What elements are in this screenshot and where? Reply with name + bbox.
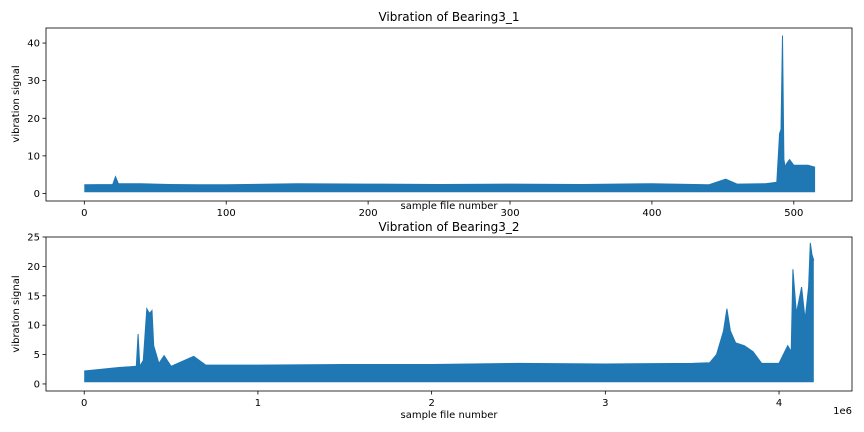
y-tick-label: 10: [27, 321, 40, 332]
x-tick-label: 2: [428, 398, 434, 409]
x-tick-label: 0: [81, 398, 87, 409]
x-axis-label: sample file number: [401, 201, 499, 212]
y-axis: 0 10 20 30 40: [27, 39, 46, 200]
plot-area: [84, 35, 816, 193]
y-tick-label: 25: [27, 233, 40, 244]
subplot-bearing3-2: Vibration of Bearing3_2 0 1 2 3 4 0 5 10 15 20 25…: [11, 220, 853, 421]
y-tick-label: 30: [27, 76, 40, 87]
x-tick-label: 500: [784, 208, 803, 219]
subplot-bearing3-1: Vibration of Bearing3_1 0 100 200 300 400 500…: [11, 10, 853, 219]
y-tick-label: 0: [34, 189, 40, 200]
x-tick-label: 3: [602, 398, 608, 409]
x-axis-label: sample file number: [401, 410, 499, 421]
y-tick-label: 0: [34, 379, 40, 390]
series-0-line: [84, 35, 816, 186]
series-0-envelope: [84, 242, 814, 383]
y-tick-label: 40: [27, 39, 40, 50]
x-axis: 0 100 200 300 400 500: [81, 201, 803, 219]
y-axis-label: vibration signal: [11, 65, 22, 142]
series-0-line: [84, 242, 815, 372]
y-tick-label: 10: [27, 151, 40, 162]
plot-area: [84, 242, 815, 383]
series-0-envelope: [84, 35, 816, 193]
y-axis-label: vibration signal: [11, 275, 22, 352]
y-tick-label: 20: [27, 262, 40, 273]
x-tick-label: 300: [500, 208, 519, 219]
x-tick-label: 0: [81, 208, 87, 219]
axes-frame: [45, 236, 853, 392]
x-axis: 0 1 2 3 4: [81, 391, 782, 409]
x-tick-label: 100: [217, 208, 236, 219]
chart-title: Vibration of Bearing3_2: [378, 220, 519, 234]
x-tick-label: 400: [642, 208, 661, 219]
y-tick-label: 5: [34, 350, 40, 361]
x-tick-label: 4: [776, 398, 782, 409]
y-axis: 0 5 10 15 20 25: [27, 233, 46, 390]
axes-frame: [45, 27, 853, 202]
chart-title: Vibration of Bearing3_1: [378, 10, 519, 24]
x-tick-label: 200: [359, 208, 378, 219]
y-tick-label: 20: [27, 114, 40, 125]
y-tick-label: 15: [27, 291, 40, 302]
x-tick-label: 1: [255, 398, 261, 409]
x-axis-offset-text: 1e6: [833, 406, 852, 417]
